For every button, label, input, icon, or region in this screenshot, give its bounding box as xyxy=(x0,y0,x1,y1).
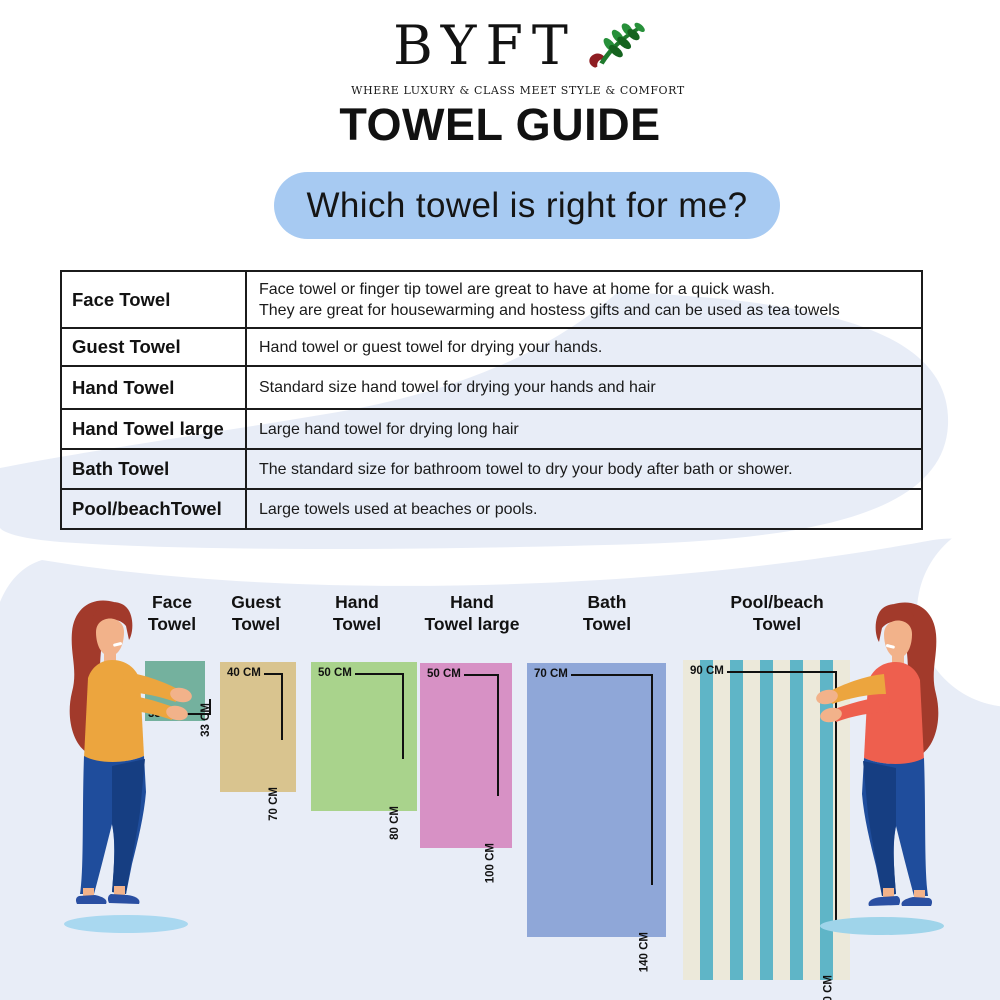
towel-width-label: 70 CM xyxy=(534,668,568,680)
table-row: Hand Towel large Large hand towel for dr… xyxy=(60,408,923,450)
table-row: Bath Towel The standard size for bathroo… xyxy=(60,448,923,490)
towel-swatch-hand: 50 CM 80 CM xyxy=(311,662,417,840)
brand-logo: BYFT xyxy=(22,18,1000,74)
towel-name-label: Bath Towel xyxy=(582,592,632,634)
towel-height-label: 70 CM xyxy=(268,787,280,821)
towel-name-label: Face Towel xyxy=(147,592,197,634)
towel-type-label: Face Towel xyxy=(60,270,247,329)
towel-width-label: 50 CM xyxy=(427,668,461,680)
towel-width-label: 90 CM xyxy=(690,665,724,677)
woman-left-illustration xyxy=(64,600,192,933)
towel-name-label: Pool/beach Towel xyxy=(730,592,824,634)
towel-height-label: 33 CM xyxy=(200,703,212,737)
table-row: Face Towel Face towel or finger tip towe… xyxy=(60,270,923,329)
towel-name-label: Hand Towel xyxy=(332,592,382,634)
towel-name-label: Hand Towel large xyxy=(424,592,520,634)
question-banner: Which towel is right for me? xyxy=(274,172,780,239)
table-row: Guest Towel Hand towel or guest towel fo… xyxy=(60,327,923,367)
towel-description: Standard size hand towel for drying your… xyxy=(245,365,923,410)
towel-height-label: 100 CM xyxy=(484,843,496,884)
towel-height-label: 80 CM xyxy=(389,806,401,840)
measure-line xyxy=(179,699,211,715)
towel-type-label: Pool/beachTowel xyxy=(60,488,247,530)
towel-name-label: Guest Towel xyxy=(231,592,281,634)
page-title: TOWEL GUIDE xyxy=(339,99,661,150)
towel-type-label: Hand Towel xyxy=(60,365,247,410)
towel-description: Face towel or finger tip towel are great… xyxy=(245,270,923,329)
towel-description: Large hand towel for drying long hair xyxy=(245,408,923,450)
towel-swatch-bath: 70 CM 140 CM xyxy=(527,663,666,972)
towel-swatch-hand-large: 50 CM 100 CM xyxy=(420,663,512,883)
towel-height-label: 140 CM xyxy=(638,932,650,973)
table-row: Hand Towel Standard size hand towel for … xyxy=(60,365,923,410)
leaf-branch-icon xyxy=(589,22,645,68)
towel-width-label: 40 CM xyxy=(227,667,261,679)
measure-line xyxy=(264,673,283,740)
measure-line xyxy=(571,674,653,885)
towel-description: The standard size for bathroom towel to … xyxy=(245,448,923,490)
measure-line xyxy=(355,673,404,759)
woman-right-illustration xyxy=(816,602,944,935)
towel-description: Large towels used at beaches or pools. xyxy=(245,488,923,530)
brand-name: BYFT xyxy=(393,14,577,77)
brand-tagline: WHERE LUXURY & CLASS MEET STYLE & COMFOR… xyxy=(351,84,685,97)
towel-height-label: 180 CM xyxy=(822,975,834,1000)
towel-swatch-guest: 40 CM 70 CM xyxy=(220,662,296,821)
towel-type-label: Guest Towel xyxy=(60,327,247,367)
measure-line xyxy=(727,671,837,928)
towel-description: Hand towel or guest towel for drying you… xyxy=(245,327,923,367)
table-row: Pool/beachTowel Large towels used at bea… xyxy=(60,488,923,530)
towel-table: Face Towel Face towel or finger tip towe… xyxy=(60,270,923,530)
measure-line xyxy=(464,674,499,796)
towel-type-label: Hand Towel large xyxy=(60,408,247,450)
towel-width-label: 50 CM xyxy=(318,667,352,679)
towel-type-label: Bath Towel xyxy=(60,448,247,490)
